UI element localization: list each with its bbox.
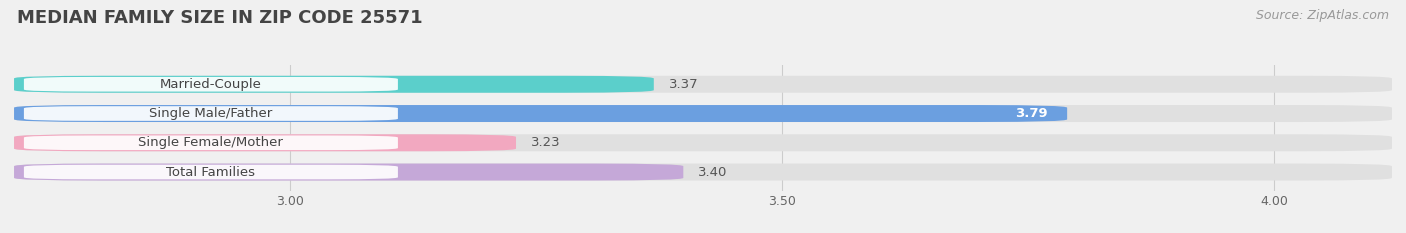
Text: 3.40: 3.40 bbox=[697, 165, 727, 178]
Text: Total Families: Total Families bbox=[166, 165, 256, 178]
FancyBboxPatch shape bbox=[14, 164, 683, 181]
FancyBboxPatch shape bbox=[14, 164, 1392, 181]
FancyBboxPatch shape bbox=[24, 106, 398, 121]
FancyBboxPatch shape bbox=[14, 105, 1067, 122]
FancyBboxPatch shape bbox=[24, 77, 398, 92]
FancyBboxPatch shape bbox=[14, 76, 1392, 93]
Text: Married-Couple: Married-Couple bbox=[160, 78, 262, 91]
Text: MEDIAN FAMILY SIZE IN ZIP CODE 25571: MEDIAN FAMILY SIZE IN ZIP CODE 25571 bbox=[17, 9, 422, 27]
Text: 3.79: 3.79 bbox=[1015, 107, 1047, 120]
FancyBboxPatch shape bbox=[14, 134, 1392, 151]
FancyBboxPatch shape bbox=[14, 105, 1392, 122]
Text: Single Male/Father: Single Male/Father bbox=[149, 107, 273, 120]
FancyBboxPatch shape bbox=[14, 134, 516, 151]
Text: 3.23: 3.23 bbox=[530, 136, 561, 149]
FancyBboxPatch shape bbox=[24, 135, 398, 150]
Text: Single Female/Mother: Single Female/Mother bbox=[138, 136, 284, 149]
FancyBboxPatch shape bbox=[24, 165, 398, 179]
Text: 3.37: 3.37 bbox=[668, 78, 699, 91]
Text: Source: ZipAtlas.com: Source: ZipAtlas.com bbox=[1256, 9, 1389, 22]
FancyBboxPatch shape bbox=[14, 76, 654, 93]
